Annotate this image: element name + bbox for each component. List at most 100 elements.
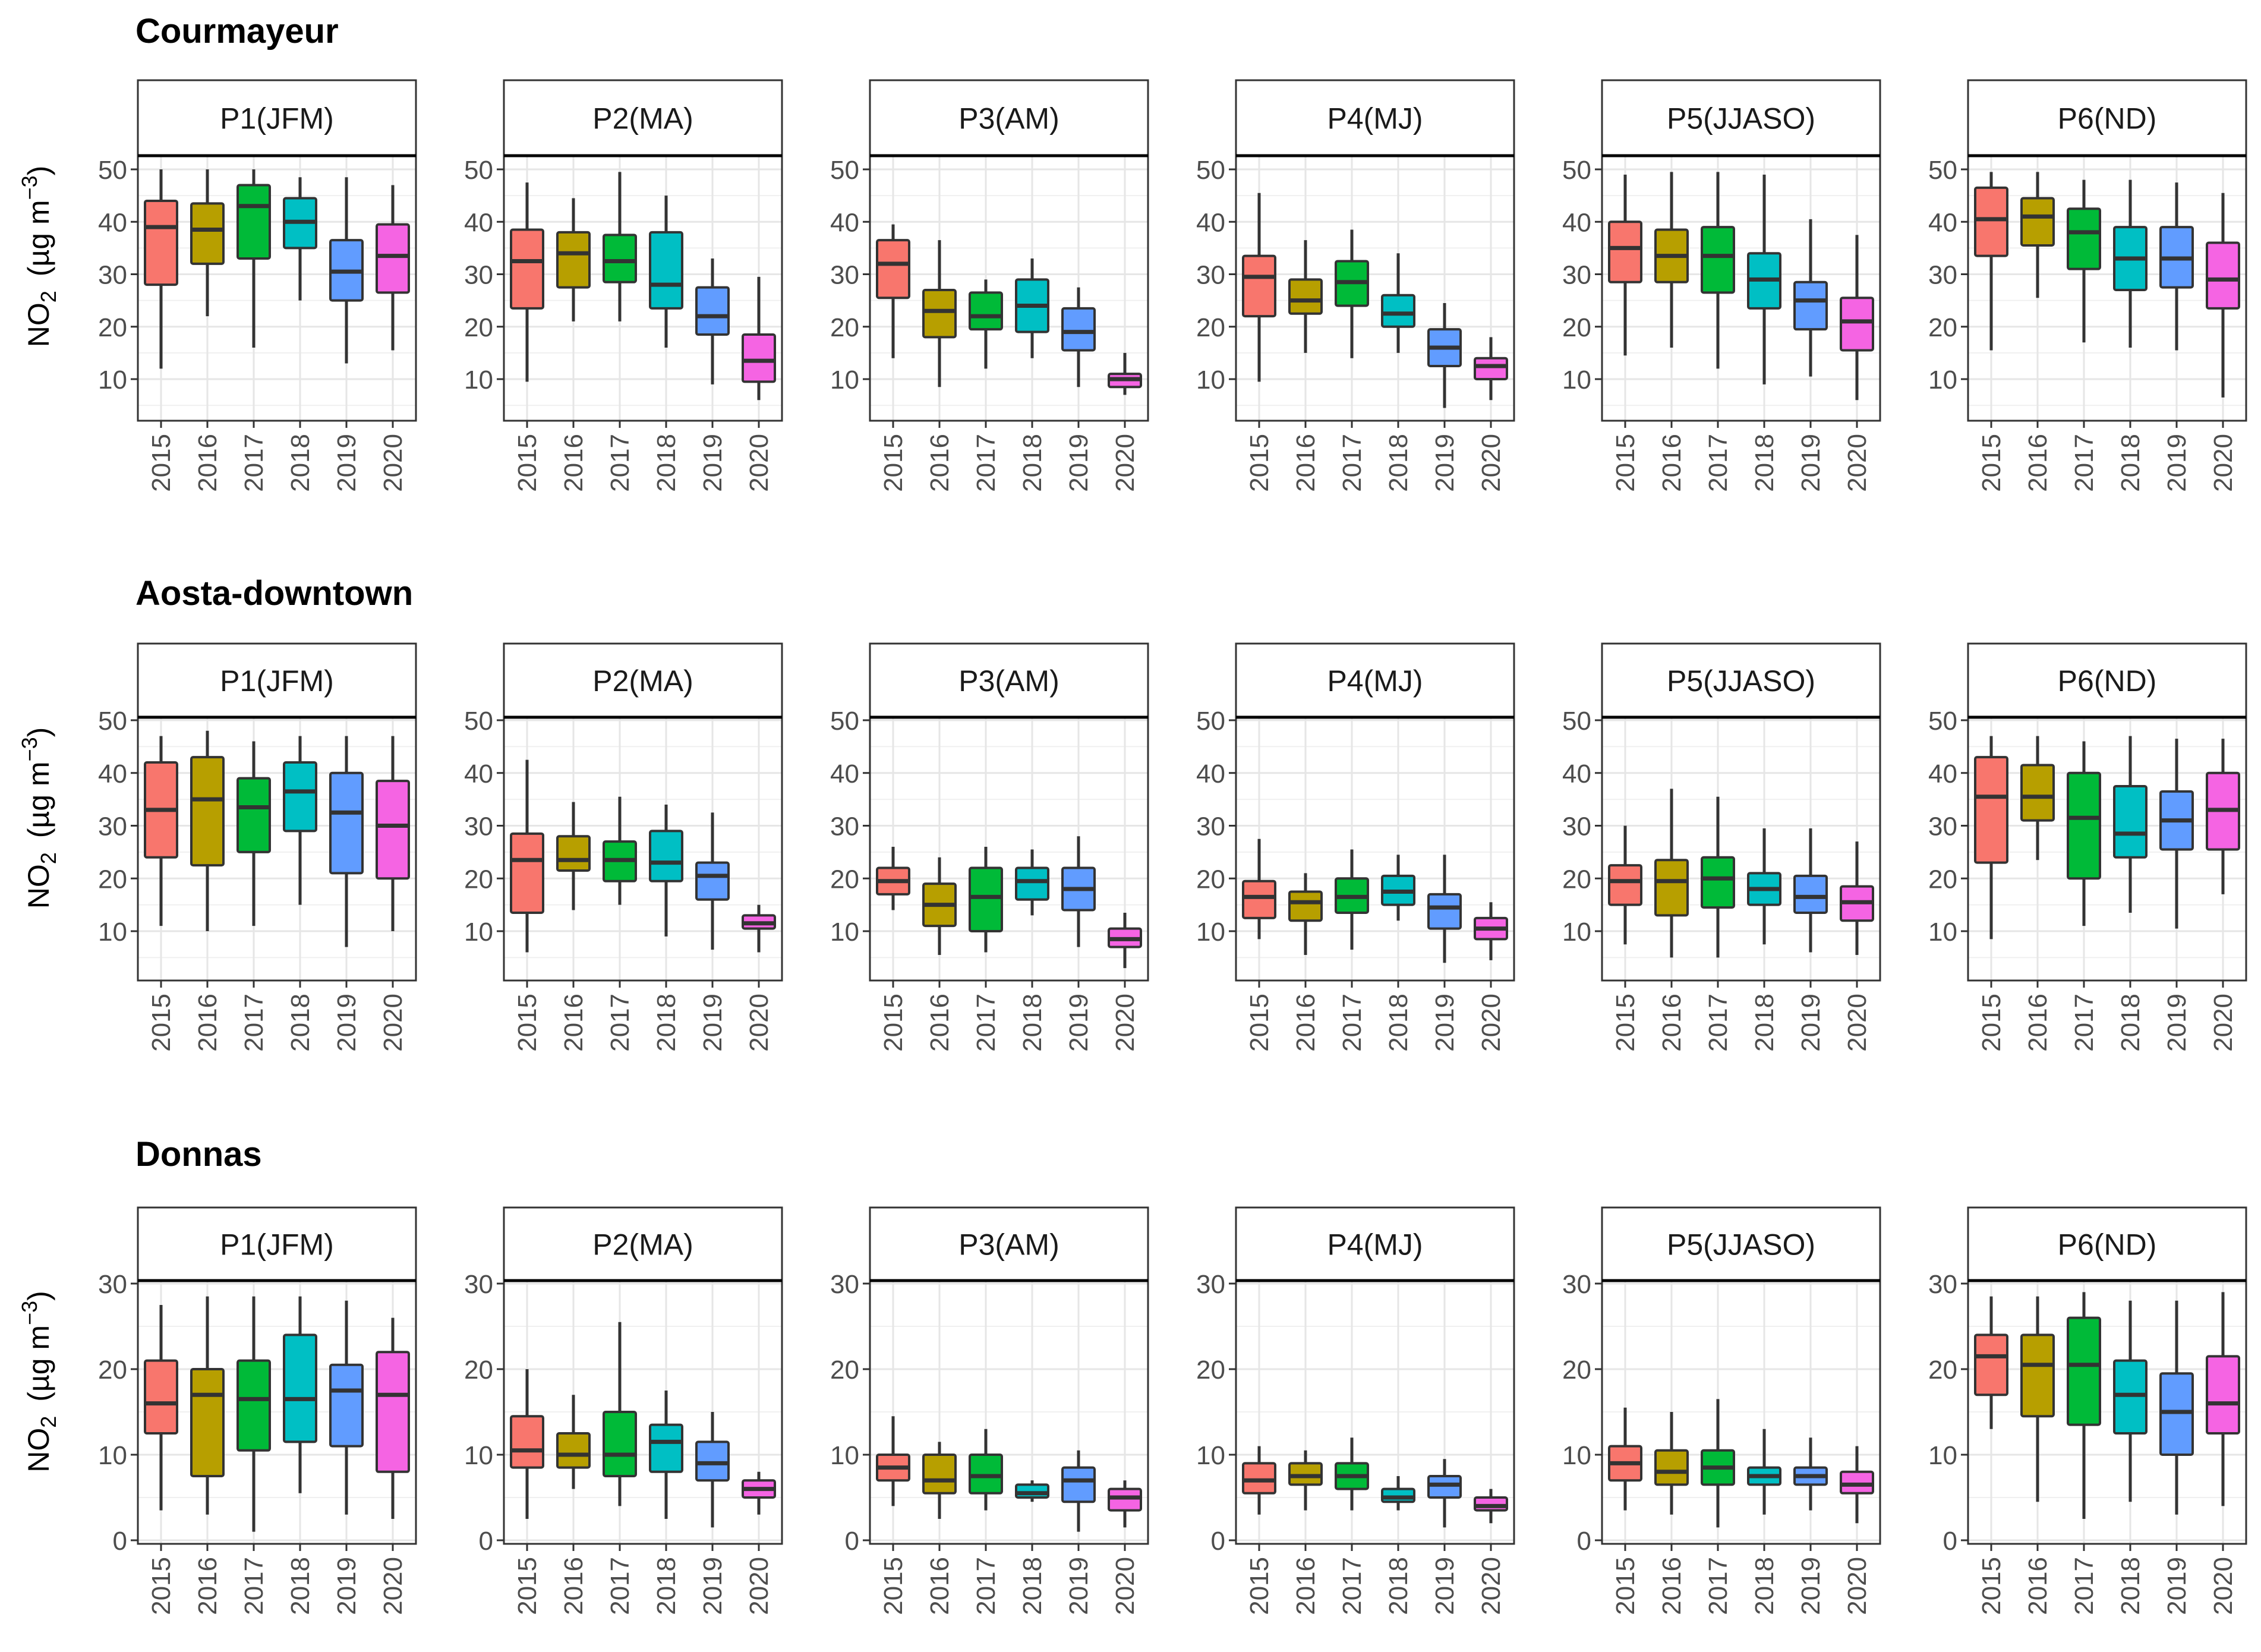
x-tick-label: 2019 bbox=[698, 434, 727, 492]
panel-courmayeur-1: P2(MA) 10 20 30 40 50 2015 2016 2017 2018 2019 2020 bbox=[464, 79, 783, 492]
y-tick-label: 50 bbox=[1196, 707, 1225, 736]
x-tick-label: 2015 bbox=[1611, 994, 1640, 1052]
panel-aosta-downtown-0: P1(JFM) 10 20 30 40 50 2015 2016 2017 2018 2019 202… bbox=[98, 642, 417, 1052]
panel-donnas-0: P1(JFM) 0 10 20 30 2015 2016 2017 2018 2019 2020 bbox=[98, 1206, 417, 1615]
facet-label: P5(JJASO) bbox=[1667, 102, 1815, 135]
x-tick-label: 2020 bbox=[1843, 994, 1872, 1052]
x-tick-label: 2018 bbox=[652, 434, 681, 492]
y-tick-label: 10 bbox=[464, 1441, 493, 1470]
box-2016 bbox=[556, 835, 591, 872]
y-tick-label: 50 bbox=[464, 156, 493, 185]
x-tick-label: 2018 bbox=[1018, 434, 1047, 492]
x-tick-label: 2017 bbox=[606, 994, 635, 1052]
x-tick-label: 2015 bbox=[1977, 1557, 2006, 1615]
x-tick-label: 2020 bbox=[1477, 1557, 1506, 1615]
box-2015 bbox=[1608, 220, 1642, 283]
x-tick-label: 2017 bbox=[2070, 994, 2099, 1052]
x-tick-label: 2015 bbox=[1977, 994, 2006, 1052]
facet-strip bbox=[503, 79, 783, 157]
panel-border bbox=[869, 716, 1149, 982]
facet-label: P6(ND) bbox=[2058, 102, 2157, 135]
x-tick-label: 2015 bbox=[1245, 1557, 1274, 1615]
box-2015 bbox=[510, 228, 544, 310]
y-tick-label: 50 bbox=[464, 707, 493, 736]
facet-label: P6(ND) bbox=[2058, 664, 2157, 698]
panel-donnas-3: P4(MJ) 0 10 20 30 2015 2016 2017 2018 2019 2020 bbox=[1196, 1206, 1515, 1615]
y-axis-label: NO2(µg m−3) bbox=[17, 166, 61, 348]
panel-courmayeur-0: P1(JFM) 10 20 30 40 50 2015 2016 2017 2018 2019 202… bbox=[98, 79, 417, 492]
box-2017 bbox=[236, 777, 271, 853]
x-tick-label: 2017 bbox=[239, 994, 269, 1052]
x-tick-label: 2020 bbox=[2209, 1557, 2238, 1615]
x-tick-label: 2018 bbox=[2116, 994, 2145, 1052]
x-tick-label: 2019 bbox=[332, 994, 361, 1052]
y-tick-label: 40 bbox=[98, 759, 127, 789]
facet-strip bbox=[1601, 1206, 1881, 1282]
x-tick-label: 2017 bbox=[1338, 434, 1367, 492]
y-tick-label: 20 bbox=[1928, 1355, 1957, 1385]
y-tick-label: 30 bbox=[98, 1270, 127, 1299]
box-2018 bbox=[2113, 1359, 2148, 1435]
x-tick-label: 2016 bbox=[559, 1557, 588, 1615]
x-tick-label: 2016 bbox=[2023, 994, 2052, 1052]
box-2018 bbox=[1015, 866, 1049, 901]
y-tick-label: 30 bbox=[830, 261, 859, 290]
box-2018 bbox=[649, 1423, 683, 1473]
y-tick-label: 20 bbox=[1562, 865, 1591, 894]
box-2015 bbox=[144, 199, 178, 286]
x-tick-label: 2017 bbox=[1704, 1557, 1733, 1615]
facet-strip bbox=[137, 1206, 417, 1282]
box-2018 bbox=[1015, 1483, 1049, 1499]
box-2019 bbox=[695, 286, 730, 336]
y-tick-label: 30 bbox=[1928, 261, 1957, 290]
x-tick-label: 2020 bbox=[1477, 994, 1506, 1052]
station-title: Courmayeur bbox=[135, 12, 339, 51]
y-tick-label: 10 bbox=[1196, 1441, 1225, 1470]
y-tick-label: 50 bbox=[1928, 156, 1957, 185]
y-tick-label: 20 bbox=[830, 313, 859, 342]
box-2017 bbox=[969, 291, 1003, 331]
y-tick-label: 20 bbox=[1562, 1355, 1591, 1385]
y-tick-label: 30 bbox=[464, 812, 493, 841]
box-2018 bbox=[1381, 1487, 1415, 1503]
x-tick-label: 2020 bbox=[745, 434, 774, 492]
y-tick-label: 30 bbox=[830, 812, 859, 841]
box-2018 bbox=[1381, 294, 1415, 328]
facet-label: P1(JFM) bbox=[220, 1228, 334, 1262]
x-tick-label: 2020 bbox=[2209, 434, 2238, 492]
y-tick-label: 30 bbox=[464, 1270, 493, 1299]
y-tick-label: 50 bbox=[830, 156, 859, 185]
x-tick-label: 2020 bbox=[745, 994, 774, 1052]
x-tick-label: 2015 bbox=[879, 434, 908, 492]
y-tick-label: 10 bbox=[1196, 918, 1225, 947]
x-tick-label: 2016 bbox=[925, 994, 954, 1052]
box-2015 bbox=[1608, 864, 1642, 906]
x-tick-label: 2017 bbox=[239, 434, 269, 492]
y-tick-label: 30 bbox=[830, 1270, 859, 1299]
box-2016 bbox=[1288, 1462, 1323, 1486]
x-tick-label: 2016 bbox=[1657, 1557, 1686, 1615]
y-tick-label: 40 bbox=[1562, 208, 1591, 237]
x-tick-label: 2018 bbox=[652, 994, 681, 1052]
x-tick-label: 2019 bbox=[1430, 1557, 1459, 1615]
box-2019 bbox=[1061, 307, 1096, 352]
x-tick-label: 2015 bbox=[147, 994, 176, 1052]
y-tick-label: 10 bbox=[98, 1441, 127, 1470]
x-tick-label: 2019 bbox=[1796, 434, 1825, 492]
x-tick-label: 2019 bbox=[1796, 1557, 1825, 1615]
x-tick-label: 2018 bbox=[2116, 434, 2145, 492]
facet-label: P4(MJ) bbox=[1327, 664, 1423, 698]
y-tick-label: 10 bbox=[830, 365, 859, 395]
y-tick-label: 50 bbox=[1928, 707, 1957, 736]
y-tick-label: 20 bbox=[1562, 313, 1591, 342]
box-2017 bbox=[2067, 771, 2101, 880]
y-tick-label: 30 bbox=[1196, 812, 1225, 841]
y-tick-label: 20 bbox=[1196, 865, 1225, 894]
y-tick-label: 50 bbox=[830, 707, 859, 736]
y-tick-label: 10 bbox=[1928, 918, 1957, 947]
facet-label: P4(MJ) bbox=[1327, 102, 1423, 135]
box-2018 bbox=[649, 231, 683, 310]
y-tick-label: 10 bbox=[830, 1441, 859, 1470]
box-2019 bbox=[1427, 893, 1462, 930]
x-tick-label: 2020 bbox=[1111, 1557, 1140, 1615]
